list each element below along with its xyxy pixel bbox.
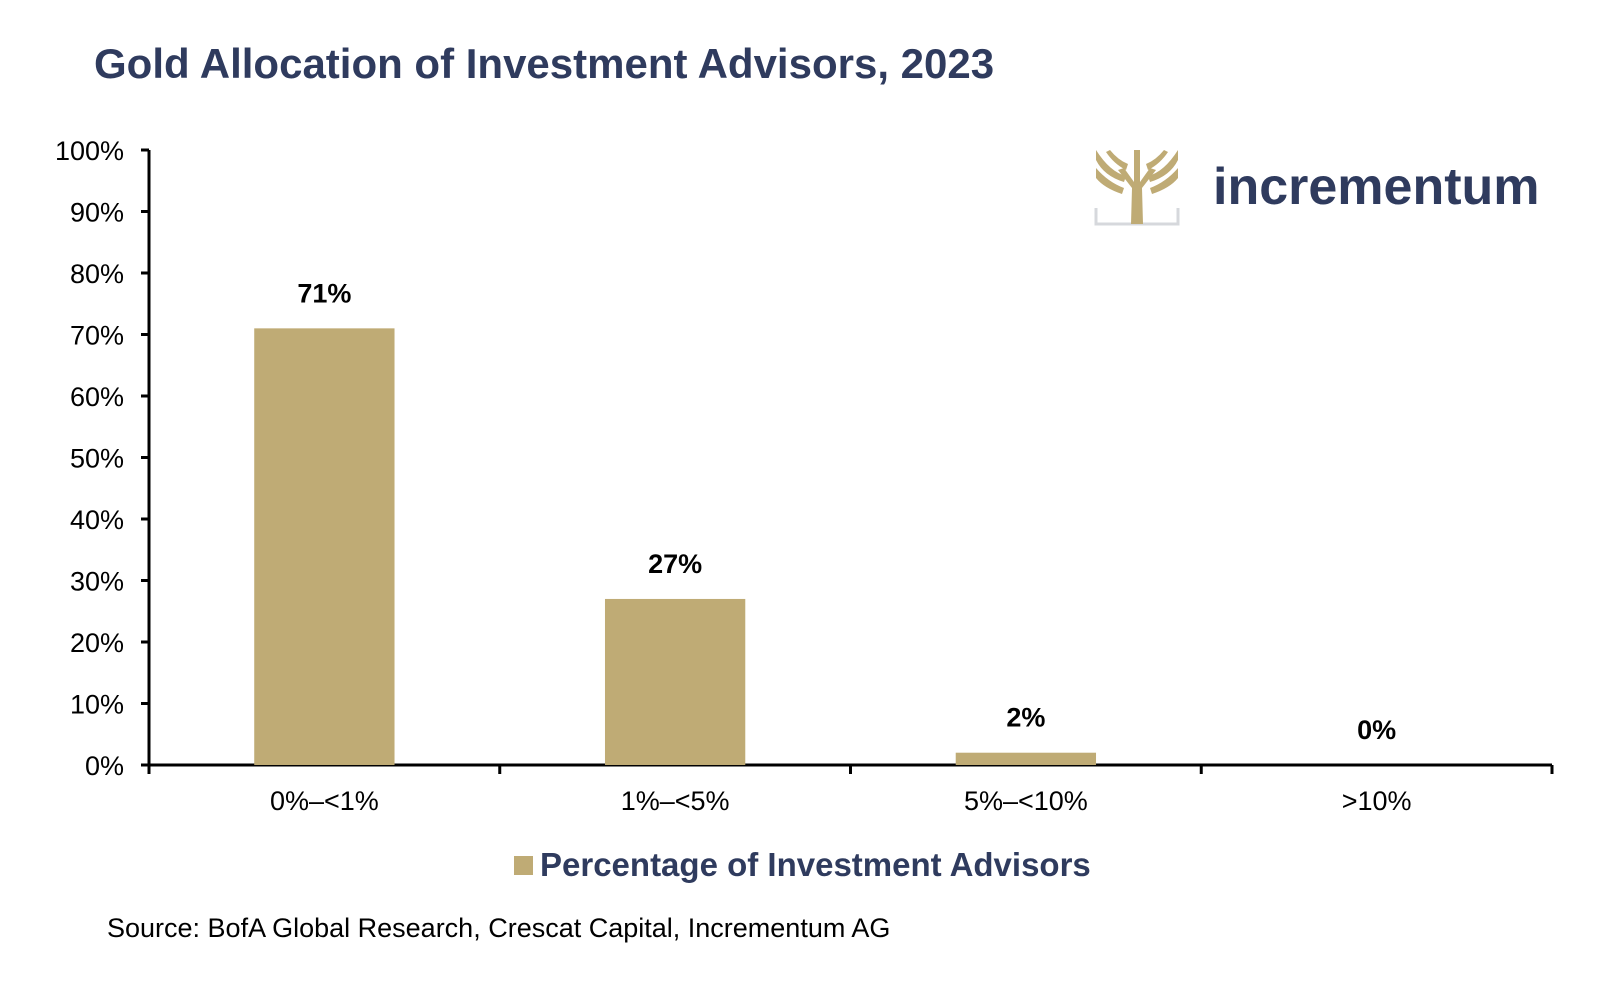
legend: Percentage of Investment Advisors	[514, 846, 1091, 883]
data-label: 2%	[1006, 703, 1045, 733]
y-tick-label: 50%	[70, 444, 124, 474]
y-tick-label: 60%	[70, 382, 124, 412]
source-note: Source: BofA Global Research, Crescat Ca…	[107, 913, 890, 943]
y-tick-label: 10%	[70, 690, 124, 720]
x-tick-label: 0%–<1%	[270, 786, 379, 816]
y-tick-label: 100%	[55, 136, 124, 166]
chart-title: Gold Allocation of Investment Advisors, …	[94, 40, 994, 87]
data-labels: 71% 27% 2% 0%	[297, 278, 1396, 745]
data-label: 27%	[648, 549, 702, 579]
x-tick-label: >10%	[1342, 786, 1412, 816]
x-tick-label: 5%–<10%	[964, 786, 1088, 816]
y-tick-label: 70%	[70, 321, 124, 351]
x-tick-label: 1%–<5%	[621, 786, 730, 816]
y-axis: 0% 10% 20% 30% 40% 50% 60% 70% 80% 90% 100%	[55, 136, 151, 781]
legend-label: Percentage of Investment Advisors	[540, 846, 1091, 883]
bar	[604, 598, 746, 765]
brand-logo: incrementum	[1094, 150, 1540, 226]
legend-swatch	[514, 856, 533, 875]
bar-series	[254, 328, 1097, 765]
data-label: 71%	[297, 278, 351, 308]
tree-logo-icon	[1094, 150, 1180, 226]
bar	[254, 328, 395, 765]
y-tick-label: 20%	[70, 628, 124, 658]
y-tick-label: 30%	[70, 567, 124, 597]
y-tick-label: 40%	[70, 505, 124, 535]
bar	[955, 752, 1097, 765]
y-tick-label: 80%	[70, 259, 124, 289]
x-axis: 0%–<1% 1%–<5% 5%–<10% >10%	[147, 763, 1554, 816]
y-tick-label: 90%	[70, 198, 124, 228]
y-tick-label: 0%	[85, 751, 124, 781]
data-label: 0%	[1357, 715, 1396, 745]
brand-name: incrementum	[1213, 158, 1540, 216]
